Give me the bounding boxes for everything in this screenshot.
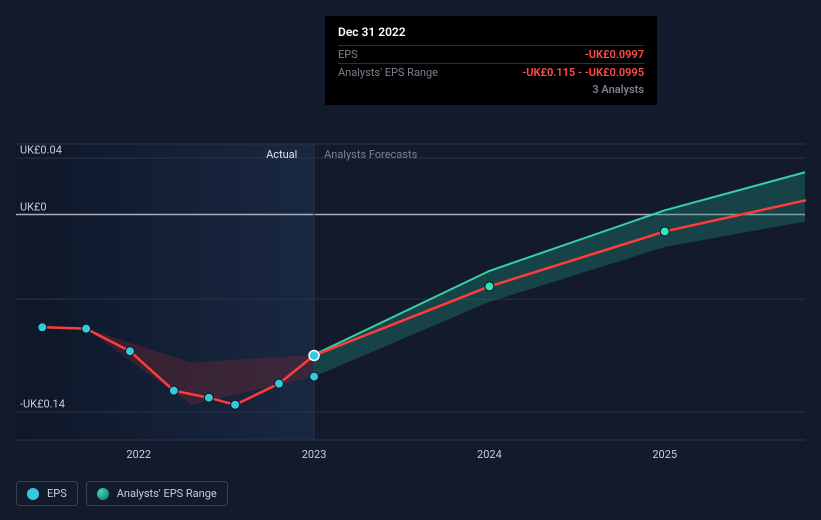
chart-tooltip: Dec 31 2022 EPS -UK£0.0997 Analysts' EPS… <box>325 16 657 105</box>
legend-swatch-icon <box>97 488 109 500</box>
tooltip-row-value: -UK£0.115 - -UK£0.0995 <box>522 66 644 79</box>
tooltip-row-label: Analysts' EPS Range <box>338 66 438 79</box>
tooltip-row-value: -UK£0.0997 <box>585 48 644 61</box>
x-tick-label: 2023 <box>302 448 327 461</box>
legend-swatch-icon <box>27 488 39 500</box>
legend-item-eps[interactable]: EPS <box>16 481 78 506</box>
legend-label: EPS <box>47 487 67 500</box>
x-tick-label: 2025 <box>652 448 677 461</box>
tooltip-row: Analysts' EPS Range -UK£0.115 - -UK£0.09… <box>338 63 644 81</box>
x-tick-label: 2024 <box>477 448 502 461</box>
tooltip-row-label: EPS <box>338 48 358 61</box>
forecast-region-label: Analysts Forecasts <box>324 148 417 161</box>
legend-label: Analysts' EPS Range <box>117 487 217 500</box>
tooltip-sub: 3 Analysts <box>338 81 644 96</box>
eps-chart: UK£0.04 UK£0 -UK£0.14 2022 2023 2024 202… <box>0 0 821 520</box>
y-tick-label: -UK£0.14 <box>20 397 65 410</box>
y-tick-label: UK£0 <box>20 200 47 213</box>
tooltip-row: EPS -UK£0.0997 <box>338 45 644 63</box>
y-tick-label: UK£0.04 <box>20 144 62 157</box>
chart-legend: EPS Analysts' EPS Range <box>16 481 228 506</box>
legend-item-range[interactable]: Analysts' EPS Range <box>86 481 228 506</box>
tooltip-title: Dec 31 2022 <box>338 25 644 39</box>
x-tick-label: 2022 <box>126 448 151 461</box>
